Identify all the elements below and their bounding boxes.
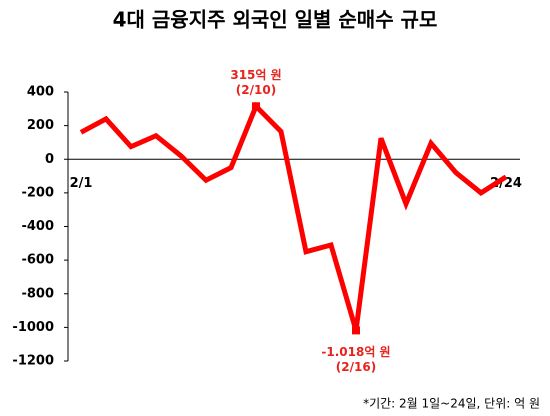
value-label: -1.018억 원 [321, 345, 390, 359]
x-tick-label: 2/1 [70, 176, 93, 191]
y-tick-label: -400 [21, 219, 54, 234]
y-tick-label: -600 [21, 253, 54, 268]
y-tick-label: 0 [45, 152, 54, 167]
footnote: *기간: 2월 1일~24일, 단위: 억 원 [363, 397, 540, 411]
annotation: (2/16) [336, 360, 376, 374]
value-label: 315억 원 [230, 68, 281, 82]
point-marker [352, 326, 360, 335]
point-marker [252, 102, 260, 111]
y-tick-label: 200 [27, 118, 54, 133]
y-tick-label: -200 [21, 185, 54, 200]
y-tick-label: 400 [27, 85, 54, 100]
annotation: (2/10) [236, 83, 276, 97]
y-tick-label: -800 [21, 286, 54, 301]
y-tick-label: -1000 [12, 320, 54, 335]
y-tick-label: -1200 [12, 354, 54, 369]
data-line [79, 101, 508, 332]
chart-title: 4대 금융지주 외국인 일별 순매수 규모 [113, 8, 438, 32]
